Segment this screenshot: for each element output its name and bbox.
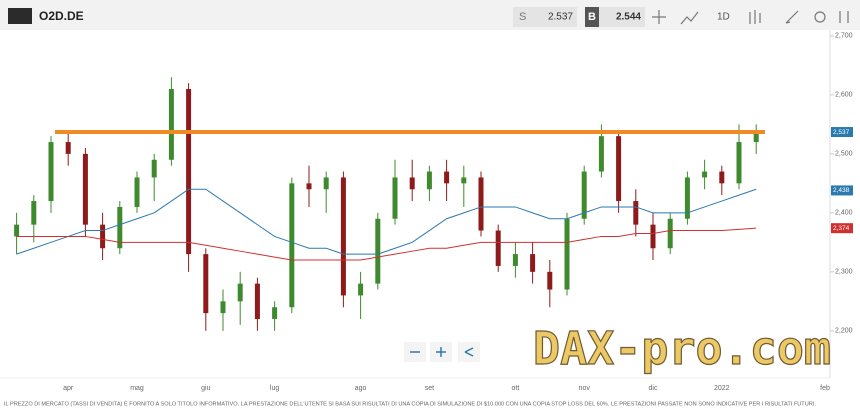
candle-body (444, 171, 450, 184)
x-tick-label: giu (201, 385, 210, 392)
candle-body (323, 177, 329, 190)
x-tick-label: ott (512, 385, 520, 392)
candle-body (684, 177, 690, 219)
candle-body (702, 171, 708, 178)
toolbar (0, 0, 860, 30)
candle-body (633, 201, 639, 225)
price-tag (831, 223, 853, 234)
x-tick-label: ago (355, 385, 367, 392)
x-tick-label: apr (63, 385, 74, 392)
buy-box[interactable] (585, 7, 645, 27)
indicator-icon[interactable] (680, 11, 699, 25)
price-tag-label: 2,374 (833, 225, 850, 232)
price-tag (831, 185, 853, 196)
candle-body (31, 201, 37, 225)
candle-body (426, 171, 432, 190)
candle-body (254, 283, 260, 320)
candle-body (272, 307, 278, 320)
candle-body (289, 183, 295, 308)
candle-body (237, 283, 243, 302)
x-tick-label: 2022 (714, 385, 730, 392)
candle-body (48, 142, 54, 202)
y-tick-label: 2,200 (835, 328, 853, 335)
candle-body (151, 159, 157, 178)
moving-average (16, 227, 757, 261)
sell-price: 2.537 (548, 12, 573, 23)
disclaimer: IL PREZZO DI MERCATO (TASSI DI VENDITA) … (4, 400, 816, 407)
candle-body (547, 271, 553, 290)
candle-body (495, 230, 501, 266)
logo (8, 8, 32, 24)
candle-body (650, 224, 656, 249)
candle-body (512, 254, 518, 266)
x-tick-label: set (425, 385, 434, 392)
y-tick-label: 2,700 (835, 33, 853, 40)
buy-label-bg (585, 7, 599, 27)
candle-body (340, 177, 346, 296)
candle-body (134, 177, 140, 207)
x-tick-label: nov (579, 385, 591, 392)
moving-average (16, 188, 757, 255)
candle-body (168, 88, 174, 160)
x-tick-label: dic (649, 385, 658, 392)
y-tick-label: 2,600 (835, 92, 853, 99)
candle-body (581, 171, 587, 219)
y-tick-label: 2,300 (835, 269, 853, 276)
x-tick-label: feb (820, 385, 830, 392)
sell-box[interactable] (513, 7, 577, 27)
candle-body (100, 224, 106, 249)
plus-icon (436, 347, 446, 357)
candle-body (375, 218, 381, 284)
price-tag-label: 2,438 (833, 187, 850, 194)
candle-body (392, 177, 398, 219)
sell-label: S (519, 11, 526, 23)
y-tick-label: 2,500 (835, 151, 853, 158)
crosshair-icon[interactable] (652, 10, 666, 24)
candle-body (14, 224, 20, 237)
candle-body (65, 142, 71, 154)
symbol: O2D.DE (39, 9, 84, 23)
candle-body (598, 136, 604, 172)
toolbar-icons (652, 10, 849, 25)
buy-price: 2.544 (616, 12, 641, 23)
candle-body (358, 283, 364, 296)
chart-type-icon[interactable] (749, 10, 761, 24)
candle-body (306, 183, 312, 190)
candle-body (667, 218, 673, 249)
x-tick-label: lug (270, 385, 279, 392)
price-tag (831, 127, 853, 138)
buy-label: B (588, 11, 596, 23)
y-tick-label: 2,400 (835, 210, 853, 217)
candle-body (530, 254, 536, 272)
candle-body (117, 206, 123, 249)
share-icon (464, 347, 474, 357)
candle-body (719, 171, 725, 184)
candle-body (736, 142, 742, 184)
share[interactable] (458, 342, 480, 362)
candle-body (220, 301, 226, 314)
candle-body (461, 177, 467, 184)
candle-body (409, 177, 415, 190)
candle-body (186, 88, 192, 255)
draw-icon[interactable] (785, 10, 799, 24)
candle-body (564, 218, 570, 290)
settings-icon[interactable] (814, 11, 826, 23)
interval[interactable]: 1D (717, 12, 730, 23)
candle-body (478, 177, 484, 231)
candle-body (203, 254, 209, 314)
candle-body (753, 130, 759, 143)
candle-body (82, 153, 88, 225)
x-tick-label: mag (130, 385, 144, 392)
candle-body (616, 136, 622, 202)
more-icon[interactable] (839, 11, 849, 23)
price-tag-label: 2,537 (833, 129, 850, 136)
zoom-controls (404, 342, 480, 362)
watermark: DAX-pro.com (533, 322, 831, 375)
